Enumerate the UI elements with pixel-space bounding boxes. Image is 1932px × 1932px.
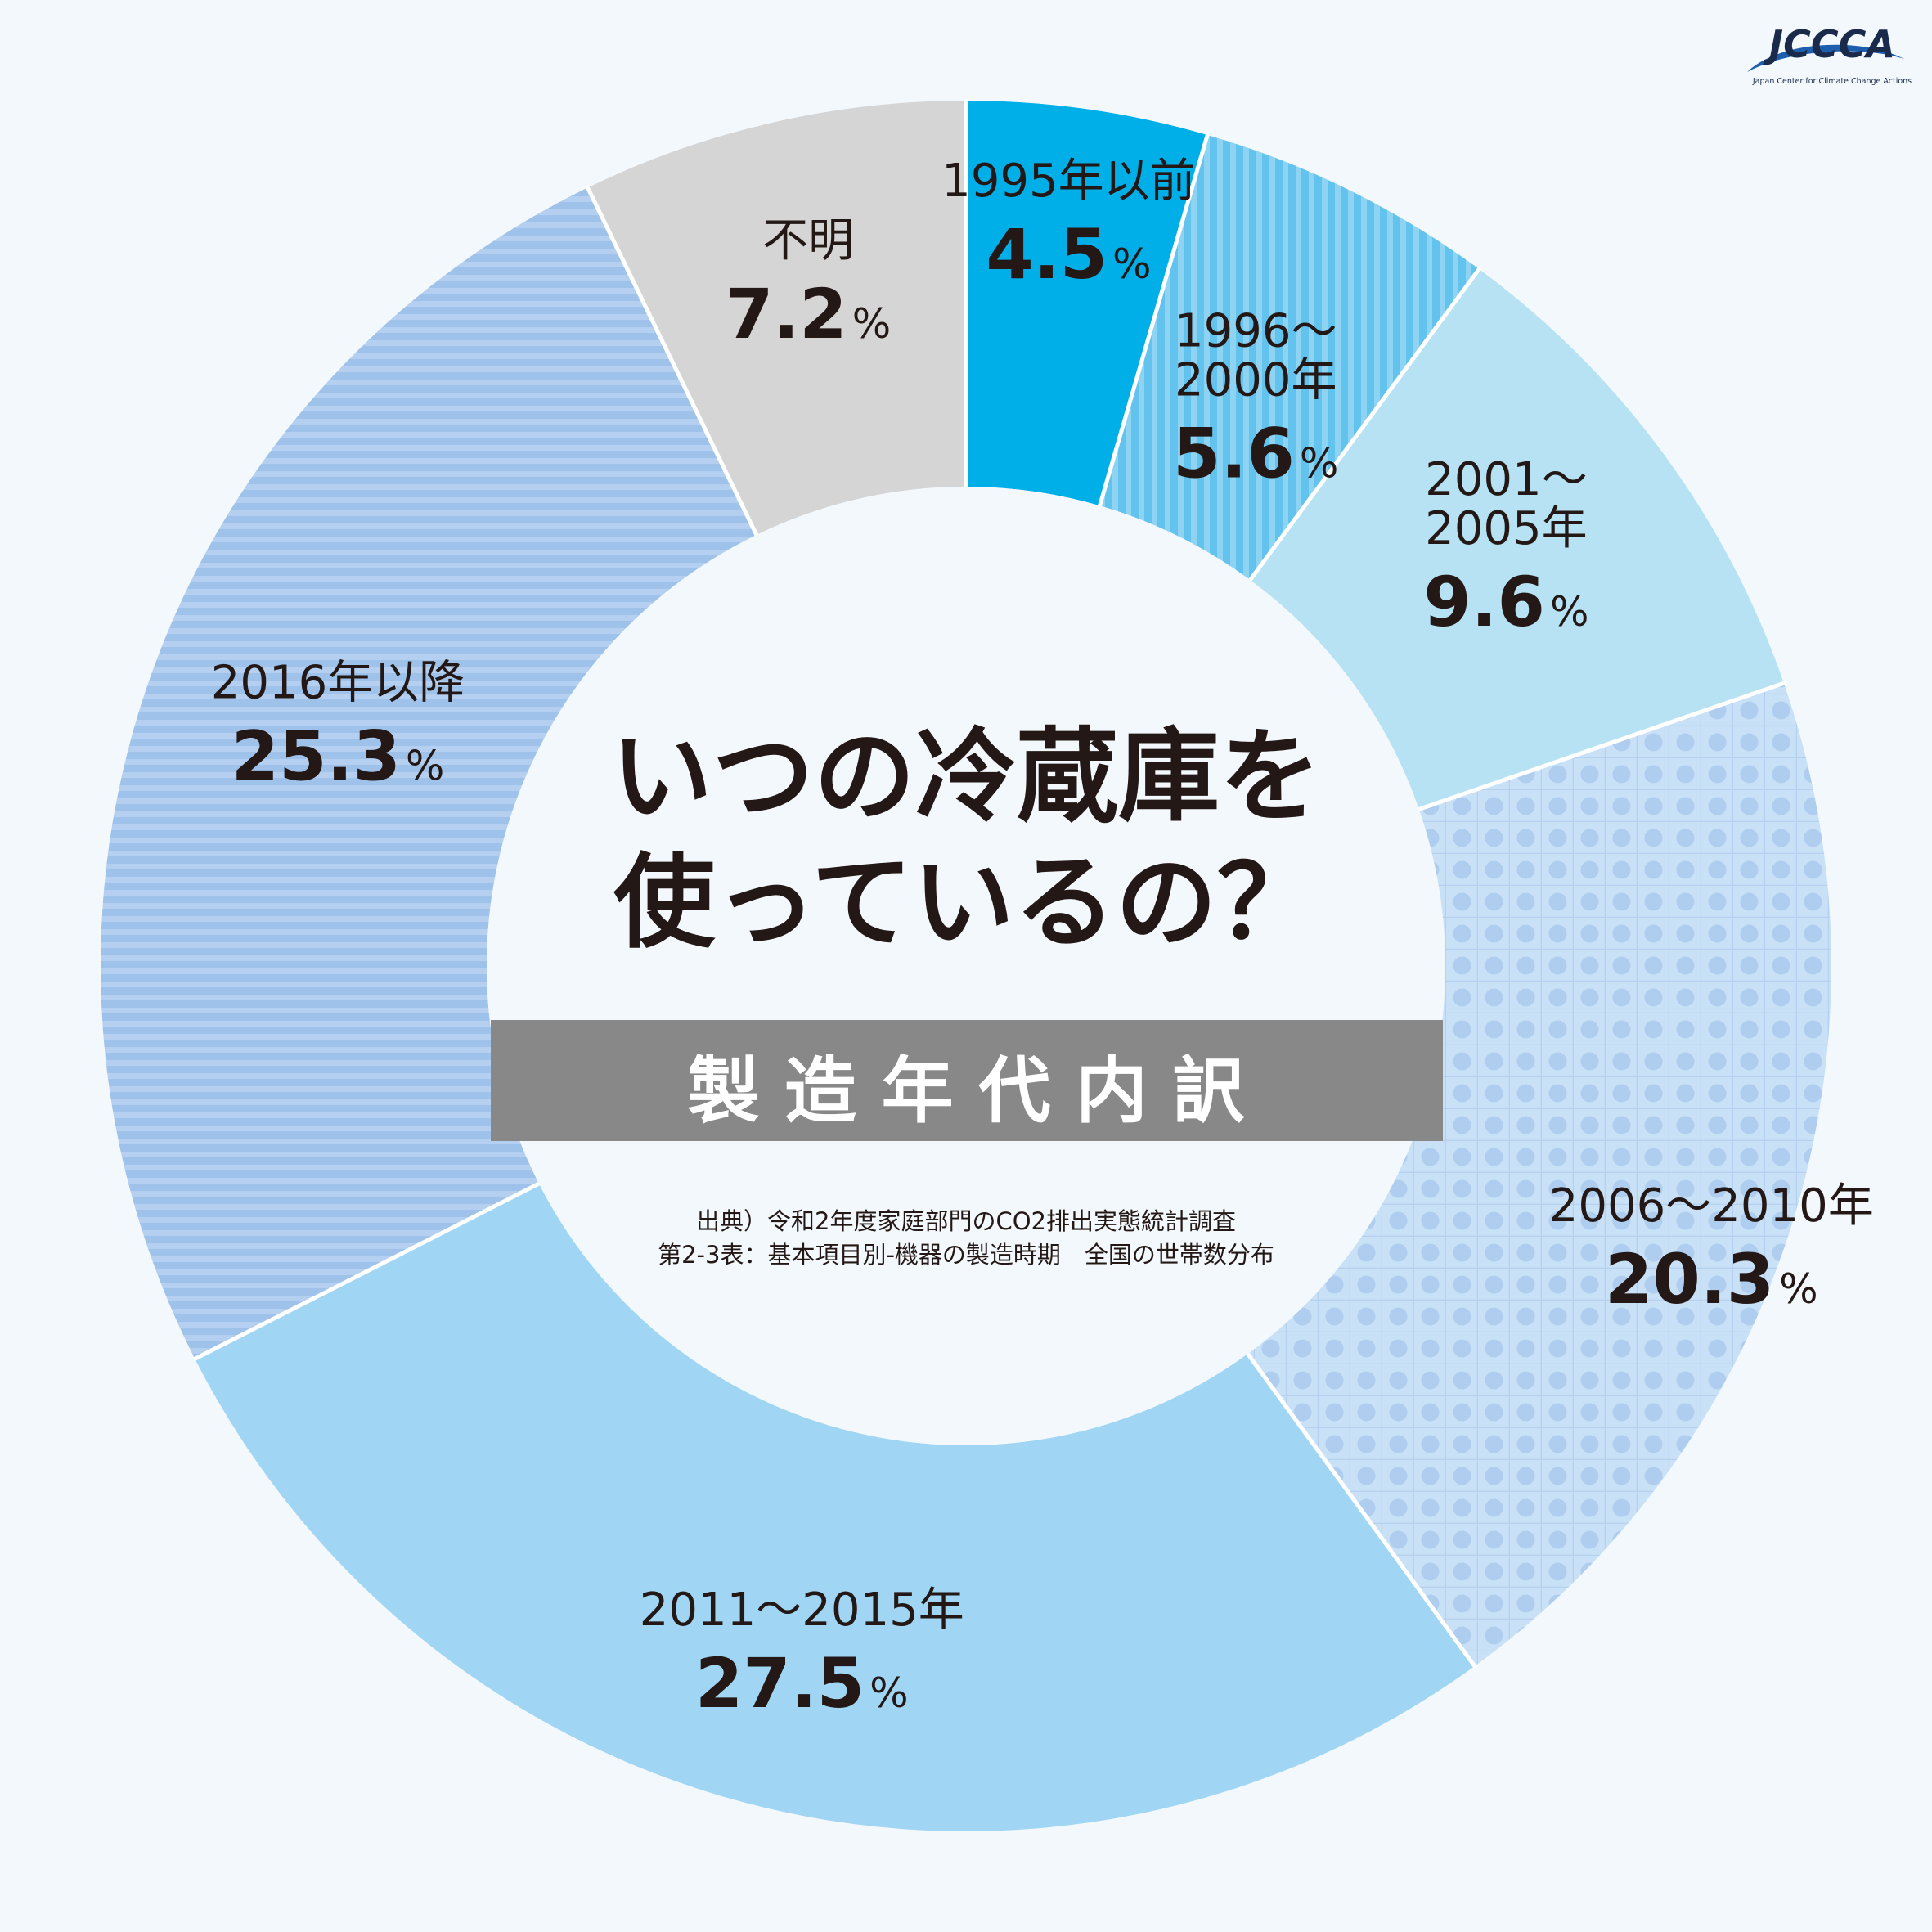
- slice-2-value-label: 5.6%: [1173, 414, 1338, 494]
- slice-1-label-line-1: 1995年以前: [941, 155, 1196, 208]
- slice-3-value-unit: %: [1550, 588, 1589, 636]
- logo-wordmark: JCCCA: [1763, 22, 1895, 66]
- center-title-line1: いつの冷蔵庫を: [611, 718, 1321, 836]
- slice-7-value-number: 7.2: [726, 274, 847, 354]
- slice-7-label-line-1: 不明: [762, 214, 854, 267]
- slice-3-label-line-2: 2005年: [1425, 502, 1588, 555]
- slice-3-arc: [1250, 268, 1784, 810]
- slice-4-value-label: 20.3%: [1605, 1239, 1818, 1319]
- slice-5-value-unit: %: [869, 1669, 909, 1717]
- slice-7-separator: [585, 185, 759, 537]
- slice-1-arc: [966, 101, 1208, 506]
- slice-6-value-label: 25.3%: [231, 716, 445, 796]
- slice-2-value-unit: %: [1300, 440, 1339, 487]
- center-title-line2: 使っているの？: [613, 844, 1319, 962]
- source-line1: 出典）令和2年度家庭部門のCO2排出実態統計調査: [696, 1207, 1236, 1235]
- slice-3-value-number: 9.6: [1423, 562, 1545, 642]
- breakdown-band: [491, 1020, 1443, 1141]
- donut-slices: [100, 101, 1832, 1831]
- slice-3-label-line-1: 2001～: [1425, 453, 1588, 506]
- center-hole: [487, 487, 1445, 1445]
- slice-4-value-number: 20.3: [1605, 1239, 1774, 1319]
- slice-7-arc: [587, 101, 966, 535]
- slice-2-separator: [1097, 133, 1211, 508]
- slice-2-value-number: 5.6: [1173, 414, 1295, 494]
- slice-5-arc: [195, 1184, 1475, 1831]
- slice-6-value-number: 25.3: [231, 716, 401, 796]
- slice-1-value-label: 4.5%: [986, 214, 1151, 294]
- jccca-logo: JCCCA Japan Center for Climate Change Ac…: [1747, 22, 1912, 86]
- logo-tagline: Japan Center for Climate Change Actions: [1752, 77, 1912, 86]
- slice-6-arc: [100, 187, 757, 1359]
- slice-4-arc: [1247, 683, 1832, 1666]
- slice-separators: [192, 99, 1786, 1669]
- slice-2-label-line-2: 2000年: [1175, 354, 1337, 407]
- slice-5-label-line-1: 2011～2015年: [640, 1584, 964, 1637]
- slice-5-value-label: 27.5%: [695, 1643, 909, 1723]
- source-line2: 第2-3表：基本項目別-機器の製造時期 全国の世帯数分布: [658, 1241, 1274, 1269]
- slice-3-separator: [1247, 266, 1482, 583]
- slice-6-label-line-1: 2016年以降: [211, 656, 465, 709]
- slice-4-separator: [1417, 681, 1786, 812]
- slice-4-label-line-1: 2006～2010年: [1549, 1179, 1874, 1233]
- slice-3-value-label: 9.6%: [1423, 562, 1588, 642]
- slice-7-value-label: 7.2%: [726, 274, 891, 354]
- slice-6-value-unit: %: [406, 742, 445, 789]
- slice-5-value-number: 27.5: [695, 1643, 865, 1723]
- slice-4-value-unit: %: [1779, 1265, 1818, 1313]
- slice-1-value-unit: %: [1112, 240, 1152, 288]
- slice-5-separator: [1245, 1350, 1478, 1669]
- slice-2-arc: [1099, 135, 1480, 581]
- slice-7-value-unit: %: [852, 300, 892, 348]
- slice-6-separator: [192, 1180, 541, 1362]
- slice-2-label-line-1: 1996～: [1175, 305, 1337, 358]
- slice-1-value-number: 4.5: [986, 214, 1108, 294]
- breakdown-band-label: 製 造 年 代 内 訳: [687, 1049, 1245, 1133]
- logo-swoosh-icon: [1747, 44, 1904, 72]
